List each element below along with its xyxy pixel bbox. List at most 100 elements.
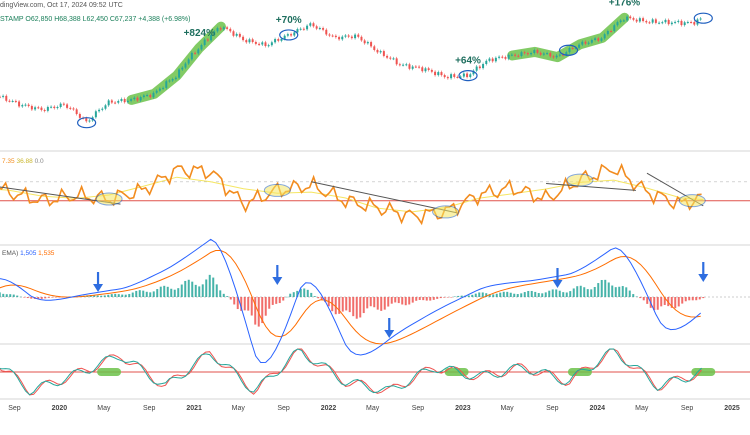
macd-histogram-bar	[607, 282, 610, 297]
macd-histogram-bar	[593, 286, 596, 297]
macd-histogram-bar	[562, 292, 565, 297]
price-candle	[261, 42, 264, 45]
macd-histogram-bar	[226, 296, 229, 297]
price-candle	[318, 28, 321, 30]
macd-histogram-bar	[149, 292, 152, 297]
price-candle	[530, 53, 533, 55]
price-candle	[264, 42, 267, 46]
price-candle	[200, 44, 203, 50]
macd-histogram-bar	[191, 281, 194, 297]
macd-histogram-bar	[142, 290, 145, 297]
price-candle	[504, 57, 507, 59]
price-candle	[50, 106, 53, 108]
macd-histogram-bar	[646, 297, 649, 304]
macd-histogram-bar	[184, 280, 187, 297]
price-candle	[565, 52, 568, 55]
rsi-values: 7.35 36.88 0.0	[2, 158, 44, 165]
macd-histogram-bar	[107, 294, 110, 297]
macd-histogram-bar	[516, 294, 519, 297]
price-candle	[56, 106, 59, 109]
macd-histogram-bar	[19, 296, 22, 298]
macd-histogram-bar	[26, 297, 29, 299]
macd-histogram-bar	[233, 297, 236, 305]
price-candle	[517, 55, 520, 57]
macd-histogram-bar	[222, 293, 225, 297]
price-candle	[475, 66, 478, 71]
price-candle	[578, 44, 581, 48]
macd-histogram-bar	[58, 297, 61, 298]
price-candle	[322, 28, 325, 30]
stoch-highlight	[691, 368, 716, 376]
macd-histogram-bar	[135, 290, 138, 297]
macd-histogram-bar	[40, 297, 43, 299]
stoch-k-line	[0, 348, 702, 396]
macd-histogram-bar	[264, 297, 267, 316]
macd-histogram-bar	[380, 297, 383, 311]
macd-histogram-bar	[110, 294, 113, 297]
price-candle	[270, 42, 273, 46]
price-candle	[539, 52, 542, 55]
price-highlight-ellipse	[458, 69, 478, 82]
price-candle	[126, 100, 129, 103]
macd-histogram-bar	[194, 284, 197, 297]
macd-histogram-bar	[299, 288, 302, 297]
price-candle	[168, 80, 171, 82]
down-arrow-head	[272, 277, 283, 285]
macd-histogram-bar	[621, 286, 624, 297]
macd-histogram-bar	[100, 295, 103, 297]
price-candle	[162, 87, 165, 89]
macd-histogram-bar	[0, 292, 1, 297]
price-candle	[571, 48, 574, 50]
macd-histogram-bar	[177, 288, 180, 297]
price-candle	[498, 56, 501, 58]
macd-histogram-bar	[411, 297, 414, 303]
price-candle	[184, 63, 187, 68]
time-axis-tick: Sep	[412, 405, 425, 412]
stoch-highlight	[444, 368, 469, 376]
price-candle	[546, 53, 549, 55]
macd-histogram-bar	[324, 297, 327, 303]
macd-values: EMA) 1,505 1,535	[2, 250, 54, 257]
price-candle	[120, 99, 123, 101]
macd-histogram-bar	[152, 291, 155, 297]
price-candle	[373, 46, 376, 50]
macd-histogram-bar	[44, 297, 47, 299]
price-candle	[142, 95, 145, 98]
macd-histogram-bar	[212, 277, 215, 297]
price-candle	[344, 35, 347, 37]
price-candle	[622, 20, 625, 22]
macd-histogram-bar	[145, 291, 148, 297]
macd-value-2: 1,535	[38, 250, 55, 257]
macd-histogram-bar	[569, 291, 572, 297]
macd-value-1: 1,505	[20, 250, 37, 257]
price-candle	[690, 21, 693, 23]
down-arrow-head	[552, 280, 563, 288]
macd-histogram-bar	[586, 289, 589, 297]
rsi-highlight-ellipse	[432, 205, 460, 219]
price-candle	[114, 102, 117, 104]
down-arrow-head	[93, 284, 104, 292]
price-candle	[552, 56, 555, 58]
macd-histogram-bar	[117, 294, 120, 297]
chart-header: dingView.com, Oct 17, 2024 09:52 UTC	[0, 2, 123, 9]
price-candle	[418, 66, 421, 68]
macd-histogram-bar	[285, 296, 288, 298]
price-candle	[405, 64, 408, 66]
macd-histogram-bar	[47, 297, 50, 298]
rsi-highlight-ellipse	[678, 194, 706, 208]
price-candle	[392, 58, 395, 60]
macd-histogram-bar	[341, 297, 344, 312]
price-candle	[107, 100, 110, 106]
macd-histogram-bar	[520, 293, 523, 297]
price-candle	[331, 35, 334, 37]
gain-annotation: +70%	[276, 15, 302, 26]
macd-histogram-bar	[597, 283, 600, 297]
stoch-highlight	[97, 368, 122, 376]
price-candle	[555, 55, 558, 58]
macd-histogram-bar	[320, 297, 323, 300]
macd-histogram-bar	[261, 297, 264, 324]
price-candle	[619, 20, 622, 23]
price-candle	[581, 41, 584, 45]
price-highlight-ellipse	[279, 29, 299, 41]
price-candle	[178, 69, 181, 78]
